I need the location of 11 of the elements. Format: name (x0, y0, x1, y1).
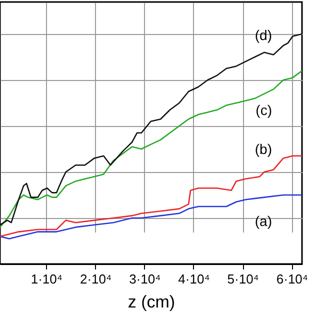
series-label: (d) (254, 27, 272, 43)
x-axis-title: z (cm) (128, 292, 176, 312)
series-label: (a) (254, 213, 272, 229)
x-tick-label: 5·10⁴ (227, 272, 259, 286)
x-tick-label: 3·10⁴ (129, 272, 161, 286)
series-label: (c) (256, 102, 272, 118)
x-tick-label: 2·10⁴ (80, 272, 112, 286)
series-label: (b) (254, 140, 272, 157)
x-tick-label: 1·10⁴ (30, 272, 62, 286)
x-tick-label: 6·10⁴ (276, 272, 308, 286)
x-tick-label: 4·10⁴ (178, 272, 210, 286)
